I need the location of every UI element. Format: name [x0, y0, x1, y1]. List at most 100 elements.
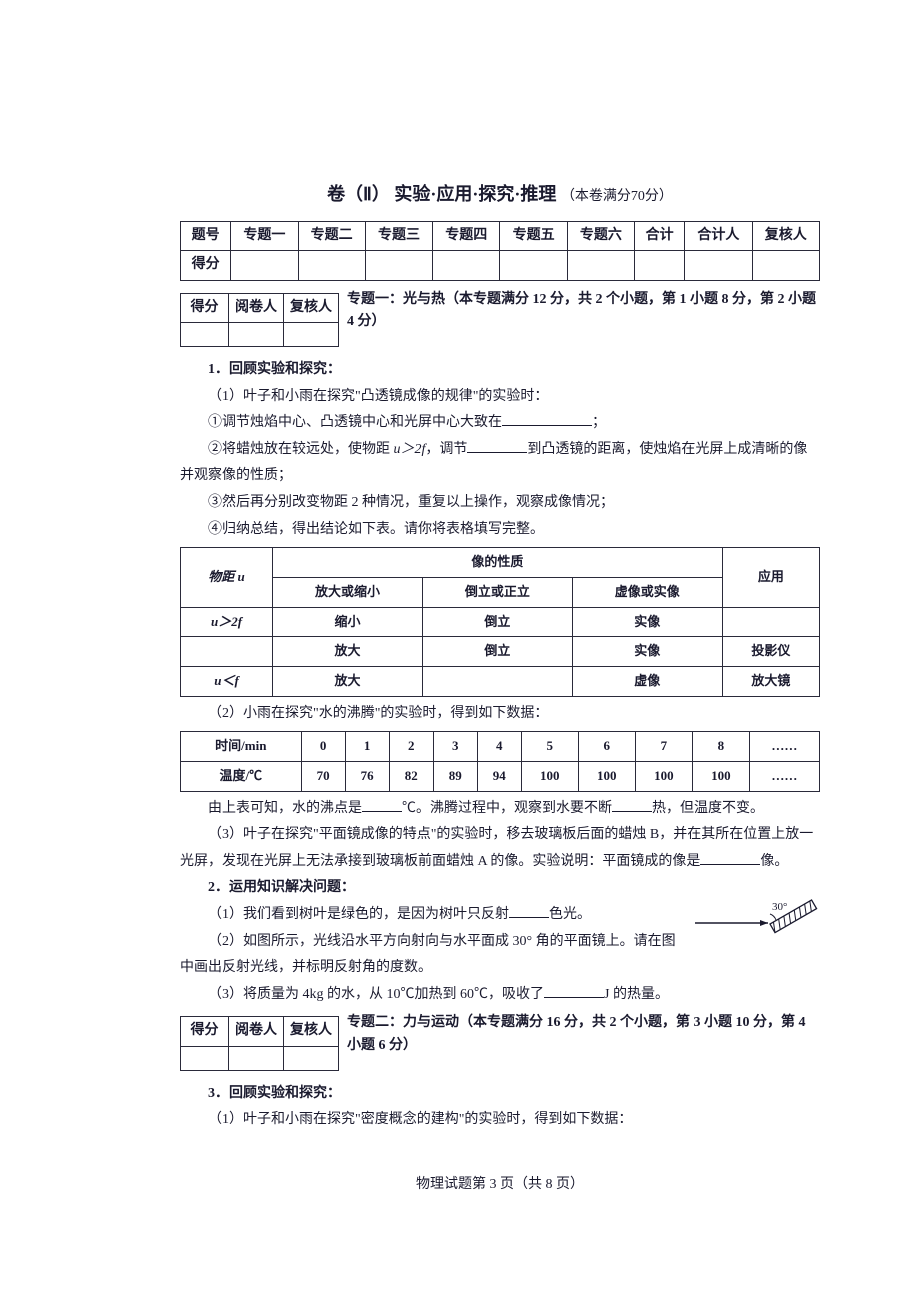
table-row: u＞2f 缩小 倒立 实像 [181, 607, 820, 637]
table-row: 温度/℃ 70 76 82 89 94 100 100 100 100 …… [181, 761, 820, 791]
row-label: 时间/min [181, 732, 302, 762]
cell: 放大 [273, 637, 423, 667]
blank [467, 439, 527, 453]
header-cell: 倒立或正立 [422, 577, 572, 607]
empty-cell [635, 251, 685, 280]
cell: 100 [578, 761, 635, 791]
blank [502, 412, 592, 426]
header-cell: 虚像或实像 [572, 577, 722, 607]
header-cell: 专题三 [365, 221, 432, 250]
cell: 82 [389, 761, 433, 791]
empty-cell [433, 251, 500, 280]
cell: 89 [433, 761, 477, 791]
header-cell: 像的性质 [273, 548, 723, 578]
text: u＞2f [211, 614, 242, 629]
ray-diagram: 30° [690, 898, 820, 959]
header-cell: 专题五 [500, 221, 567, 250]
boil-table: 时间/min 0 1 2 3 4 5 6 7 8 …… 温度/℃ 70 76 8… [180, 731, 820, 791]
blank [509, 904, 549, 918]
blank [544, 984, 604, 998]
cell: 实像 [572, 637, 722, 667]
empty-cell [685, 251, 752, 280]
empty-cell [284, 322, 339, 346]
cell: 2 [389, 732, 433, 762]
blank [700, 851, 760, 865]
header-cell: 合计 [635, 221, 685, 250]
cell: 5 [521, 732, 578, 762]
cell: u＜f [181, 666, 273, 696]
q1-header: 1．回顾实验和探究： [180, 357, 820, 384]
header-cell: 放大或缩小 [273, 577, 423, 607]
cell: 缩小 [273, 607, 423, 637]
score-small-table: 得分 阅卷人 复核人 [180, 293, 339, 347]
header-cell: 专题六 [567, 221, 634, 250]
q1-p1-b: ②将蜡烛放在较远处，使物距 u＞2f，调节到凸透镜的距离，使烛焰在光屏上成清晰的… [180, 437, 820, 490]
text: ； [592, 415, 606, 430]
q1-p3: （3）叶子在探究"平面镜成像的特点"的实验时，移去玻璃板后面的蜡烛 B，并在其所… [180, 822, 820, 875]
empty-cell [229, 1046, 284, 1070]
header-cell: 合计人 [685, 221, 752, 250]
q1-p1-intro: （1）叶子和小雨在探究"凸透镜成像的规律"的实验时： [180, 384, 820, 411]
angle-label: 30° [772, 901, 787, 913]
header-cell: 专题二 [298, 221, 365, 250]
table-row: 得分 阅卷人 复核人 [181, 1017, 339, 1046]
table-row [181, 1046, 339, 1070]
cell [181, 637, 273, 667]
cell: 投影仪 [722, 637, 819, 667]
table-row: 物距 u 像的性质 应用 [181, 548, 820, 578]
cell: 0 [301, 732, 345, 762]
cell: 94 [477, 761, 521, 791]
header-cell: 复核人 [284, 293, 339, 322]
cell: 倒立 [422, 637, 572, 667]
row-label: 温度/℃ [181, 761, 302, 791]
table-row: 得分 [181, 251, 820, 280]
text: 像。 [760, 854, 788, 869]
q1-p2-after: 由上表可知，水的沸点是℃。沸腾过程中，观察到水要不断热，但温度不变。 [180, 796, 820, 823]
text: ，调节 [425, 442, 467, 457]
text: （3）将质量为 4kg 的水，从 10℃加热到 60℃，吸收了 [208, 987, 544, 1002]
score-main-table: 题号 专题一 专题二 专题三 专题四 专题五 专题六 合计 合计人 复核人 得分 [180, 221, 820, 281]
cell: 3 [433, 732, 477, 762]
blank [612, 798, 652, 812]
header-cell: 专题四 [433, 221, 500, 250]
cell: 6 [578, 732, 635, 762]
section-title-main: 卷（Ⅱ） 实验·应用·探究·推理 [327, 184, 556, 204]
table-row: 得分 阅卷人 复核人 [181, 293, 339, 322]
header-cell: 专题一 [231, 221, 298, 250]
cell: 倒立 [422, 607, 572, 637]
table-row: u＜f 放大 虚像 放大镜 [181, 666, 820, 696]
page-footer: 物理试题第 3 页（共 8 页） [180, 1174, 820, 1196]
score-small-table-2: 得分 阅卷人 复核人 [180, 1016, 339, 1070]
text: ℃。沸腾过程中，观察到水要不断 [402, 801, 612, 816]
text: 由上表可知，水的沸点是 [208, 801, 362, 816]
header-cell: 物距 u [181, 548, 273, 607]
header-cell: 题号 [181, 221, 231, 250]
q1-p1-a: ①调节烛焰中心、凸透镜中心和光屏中心大致在； [180, 410, 820, 437]
cell: 70 [301, 761, 345, 791]
lens-table: 物距 u 像的性质 应用 放大或缩小 倒立或正立 虚像或实像 u＞2f 缩小 倒… [180, 547, 820, 696]
cell: …… [749, 761, 819, 791]
row-label: 得分 [181, 251, 231, 280]
section-title-sub: （本卷满分70分） [561, 189, 673, 204]
table-row [181, 322, 339, 346]
cell: 4 [477, 732, 521, 762]
topic2-label: 专题二：力与运动（本专题满分 16 分，共 2 个小题，第 3 小题 10 分，… [347, 1008, 820, 1057]
table-row: 时间/min 0 1 2 3 4 5 6 7 8 …… [181, 732, 820, 762]
table-row: 题号 专题一 专题二 专题三 专题四 专题五 专题六 合计 合计人 复核人 [181, 221, 820, 250]
cell: 1 [345, 732, 389, 762]
cell: 虚像 [572, 666, 722, 696]
header-cell: 得分 [181, 293, 229, 322]
text: 色光。 [549, 907, 591, 922]
empty-cell [567, 251, 634, 280]
q3-p1: （1）叶子和小雨在探究"密度概念的建构"的实验时，得到如下数据： [180, 1107, 820, 1134]
topic1-label: 专题一：光与热（本专题满分 12 分，共 2 个小题，第 1 小题 8 分，第 … [347, 285, 820, 334]
section-title: 卷（Ⅱ） 实验·应用·探究·推理 （本卷满分70分） [180, 180, 820, 209]
empty-cell [500, 251, 567, 280]
cell: 100 [635, 761, 692, 791]
cell: 7 [635, 732, 692, 762]
q2-p3: （3）将质量为 4kg 的水，从 10℃加热到 60℃，吸收了 J 的热量。 [180, 982, 820, 1009]
text: u＜f [214, 673, 239, 688]
empty-cell [231, 251, 298, 280]
empty-cell [298, 251, 365, 280]
text: J 的热量。 [604, 987, 669, 1002]
